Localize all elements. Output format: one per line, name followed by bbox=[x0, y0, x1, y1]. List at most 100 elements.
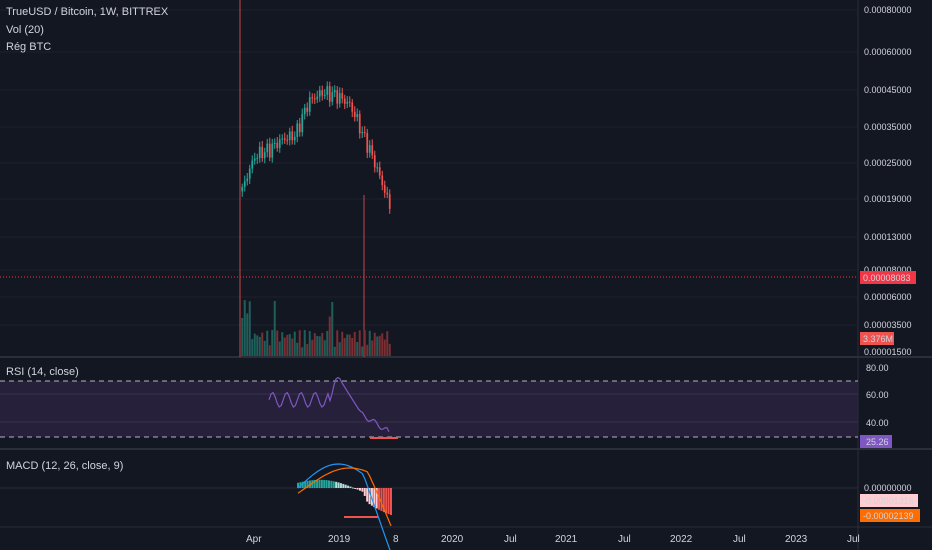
candle-body bbox=[388, 194, 391, 209]
time-tick: Apr bbox=[246, 534, 262, 545]
macd-histogram-bar bbox=[344, 484, 347, 488]
volume-bar bbox=[326, 330, 329, 356]
candle-body bbox=[376, 167, 379, 169]
candle-body bbox=[251, 160, 254, 169]
time-axis[interactable]: Apr 2019 8 2020 Jul 2021 Jul 2022 Jul 20… bbox=[246, 534, 860, 545]
candle-body bbox=[278, 139, 281, 148]
candle-body bbox=[246, 178, 249, 182]
volume-badge: 3.376M bbox=[863, 334, 893, 344]
volume-bar bbox=[336, 330, 339, 356]
volume-bar bbox=[286, 334, 289, 356]
rsi-axis[interactable]: 80.00 60.00 40.00 bbox=[866, 363, 889, 428]
rsi-line[interactable] bbox=[268, 376, 390, 433]
candle-body bbox=[268, 143, 271, 158]
volume-bar bbox=[378, 335, 381, 356]
macd-histogram-bar bbox=[363, 488, 366, 496]
price-tick: 0.00001500 bbox=[864, 347, 912, 357]
macd-histogram-bar bbox=[339, 483, 342, 488]
time-tick: 2020 bbox=[441, 534, 464, 545]
macd-histogram-bar bbox=[347, 485, 350, 488]
candle-body bbox=[333, 90, 336, 93]
volume-bar bbox=[288, 334, 291, 356]
candle-body bbox=[358, 114, 361, 134]
price-tick: 0.00003500 bbox=[864, 320, 912, 330]
macd-histogram-bar bbox=[318, 479, 321, 488]
candle-body bbox=[313, 98, 316, 100]
rsi-badge-bg bbox=[860, 435, 892, 448]
macd-badge-2-bg bbox=[860, 509, 920, 522]
macd-histogram-bar bbox=[361, 488, 364, 492]
volume-bar bbox=[281, 332, 284, 356]
candle-body bbox=[291, 131, 294, 141]
candle-body bbox=[348, 101, 351, 103]
candlestick-series[interactable] bbox=[241, 81, 391, 214]
macd-histogram-bar bbox=[359, 488, 361, 491]
macd-signal-line[interactable] bbox=[297, 467, 392, 527]
macd-histogram-bar bbox=[313, 479, 316, 488]
volume-bar bbox=[331, 302, 334, 356]
symbol-title[interactable]: TrueUSD / Bitcoin, 1W, BITTREX bbox=[6, 6, 169, 18]
candle-body bbox=[361, 131, 364, 134]
volume-bar bbox=[328, 316, 331, 356]
candle-body bbox=[378, 167, 381, 176]
macd-histogram-bar bbox=[387, 488, 390, 515]
volume-bar bbox=[316, 335, 319, 356]
volume-indicator-label[interactable]: Vol (20) bbox=[6, 24, 44, 36]
volume-bar bbox=[371, 340, 374, 356]
macd-histogram-bar bbox=[320, 479, 323, 488]
macd-histogram-bar bbox=[301, 481, 304, 488]
regression-indicator-label[interactable]: Rég BTC bbox=[6, 41, 51, 53]
price-tick: 0.00045000 bbox=[864, 85, 912, 95]
macd-histogram-bar bbox=[356, 488, 359, 490]
volume-bar bbox=[313, 333, 316, 356]
macd-histogram bbox=[297, 479, 392, 516]
volume-bar bbox=[361, 346, 364, 356]
candle-body bbox=[381, 175, 384, 186]
candle-body bbox=[383, 185, 386, 193]
candle-body bbox=[386, 192, 389, 195]
volume-bar bbox=[376, 336, 379, 356]
volume-bar bbox=[296, 342, 299, 356]
candle-body bbox=[288, 131, 291, 141]
price-axis[interactable]: 0.00080000 0.00060000 0.00045000 0.00035… bbox=[864, 5, 912, 357]
volume-bar bbox=[248, 301, 251, 356]
macd-histogram-bar bbox=[354, 488, 357, 489]
volume-bar bbox=[351, 337, 354, 356]
volume-bar bbox=[263, 340, 266, 356]
candle-body bbox=[258, 146, 261, 158]
macd-histogram-bar bbox=[323, 479, 326, 488]
time-tick: Jul bbox=[618, 534, 631, 545]
candle-body bbox=[263, 152, 266, 159]
volume-bar bbox=[311, 339, 314, 356]
candle-body bbox=[283, 138, 286, 140]
volume-bar bbox=[273, 301, 276, 356]
price-tick: 0.00013000 bbox=[864, 232, 912, 242]
macd-title[interactable]: MACD (12, 26, close, 9) bbox=[6, 460, 123, 472]
volume-bar bbox=[381, 333, 384, 356]
price-tick: 0.00080000 bbox=[864, 5, 912, 15]
macd-histogram-bar bbox=[311, 480, 314, 488]
volume-bar bbox=[353, 331, 356, 356]
macd-histogram-bar bbox=[390, 488, 392, 516]
macd-histogram-bar bbox=[370, 488, 373, 506]
macd-histogram-bar bbox=[325, 480, 328, 488]
candle-body bbox=[276, 142, 279, 148]
macd-histogram-bar bbox=[368, 488, 371, 505]
rsi-band bbox=[0, 381, 858, 437]
candle-body bbox=[303, 107, 306, 115]
macd-histogram-bar bbox=[316, 479, 319, 488]
macd-line[interactable] bbox=[297, 463, 391, 550]
rsi-title[interactable]: RSI (14, close) bbox=[6, 366, 79, 378]
macd-badge-1-bg bbox=[860, 494, 918, 507]
volume-bar bbox=[306, 344, 309, 356]
volume-bar bbox=[318, 336, 321, 356]
price-tick: 0.00019000 bbox=[864, 194, 912, 204]
macd-histogram-bar bbox=[335, 481, 338, 488]
candle-body bbox=[373, 155, 376, 168]
volume-bar bbox=[383, 339, 386, 356]
macd-histogram-bar bbox=[304, 481, 307, 488]
price-tick: 0.00006000 bbox=[864, 292, 912, 302]
volume-bar bbox=[271, 330, 274, 356]
volume-bar bbox=[363, 330, 366, 356]
